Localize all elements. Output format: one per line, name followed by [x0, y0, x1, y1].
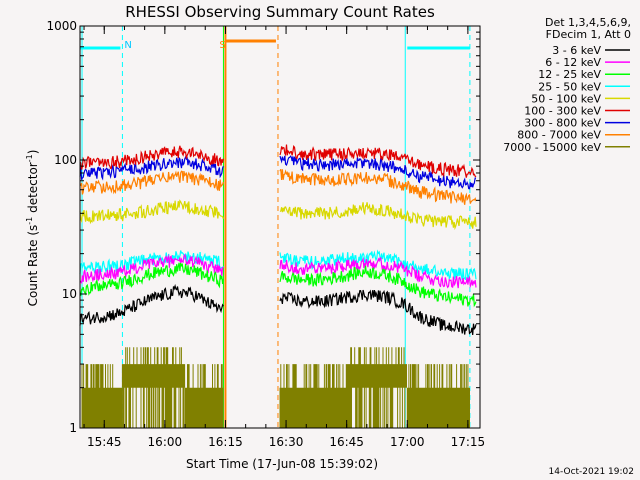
- legend-header-line: FDecim 1, Att 0: [546, 28, 631, 41]
- y-tick-label: 100: [54, 153, 77, 167]
- legend-label: 50 - 100 keV: [531, 92, 601, 105]
- x-axis-label: Start Time (17-Jun-08 15:39:02): [186, 457, 378, 471]
- series-line-3-6keV: [279, 289, 477, 335]
- y-axis-label-part: -1: [25, 217, 34, 225]
- x-tick-label: 17:00: [390, 435, 425, 449]
- series-line-7000-15000keV: [279, 364, 351, 428]
- series-layer: [79, 144, 477, 428]
- flag-annotation-S: S: [219, 40, 225, 51]
- legend-label: 3 - 6 keV: [552, 44, 601, 57]
- x-tick-label: 15:45: [87, 435, 122, 449]
- y-tick-label: 1000: [46, 19, 77, 33]
- legend-label: 100 - 300 keV: [524, 105, 601, 118]
- legend-label: 25 - 50 keV: [538, 80, 601, 93]
- series-line-50-100keV: [79, 199, 224, 225]
- y-axis-label-part: Count Rate (s: [26, 225, 40, 307]
- legend-header-line: Det 1,3,4,5,6,9,: [545, 16, 631, 29]
- flag-annotation-N: N: [124, 40, 131, 51]
- plot-frame: [79, 25, 481, 429]
- series-line-100-300keV: [279, 144, 477, 178]
- series-line-6-12keV: [79, 253, 224, 285]
- x-tick-label: 16:00: [148, 435, 183, 449]
- y-axis-label-part: ): [26, 150, 40, 155]
- series-line-300-800keV: [79, 155, 224, 181]
- series-line-800-7000keV: [279, 168, 477, 205]
- series-line-25-50keV: [79, 250, 224, 275]
- series-line-25-50keV: [279, 249, 477, 281]
- series-line-7000-15000keV: [406, 364, 470, 428]
- series-line-800-7000keV: [79, 170, 224, 195]
- x-tick-label: 16:45: [329, 435, 364, 449]
- x-tick-label: 16:30: [269, 435, 304, 449]
- y-tick-label: 10: [62, 287, 77, 301]
- series-line-7000-15000keV: [350, 347, 407, 428]
- series-line-7000-15000keV: [121, 347, 186, 428]
- series-line-7000-15000keV: [81, 364, 123, 428]
- chart-title: RHESSI Observing Summary Count Rates: [125, 3, 435, 21]
- y-tick-label: 1: [69, 421, 77, 435]
- series-line-50-100keV: [279, 202, 477, 231]
- series-line-6-12keV: [279, 256, 477, 289]
- legend-label: 12 - 25 keV: [538, 68, 601, 81]
- legend-label: 300 - 800 keV: [524, 117, 601, 130]
- legend-label: 7000 - 15000 keV: [503, 141, 601, 154]
- series-line-3-6keV: [79, 283, 224, 326]
- x-tick-label: 16:15: [208, 435, 243, 449]
- y-axis-label-part: -1: [25, 154, 34, 162]
- series-line-300-800keV: [279, 155, 477, 190]
- legend-label: 6 - 12 keV: [545, 56, 601, 69]
- y-axis-label: Count Rate (s-1 detector-1): [25, 150, 40, 307]
- axes-layer: 1 10 100 1000 15:45 16:00 16:15 16:30 16:45 17:00…: [46, 19, 485, 449]
- series-line-100-300keV: [79, 145, 224, 170]
- legend: Det 1,3,4,5,6,9, FDecim 1, Att 0 3 - 6 k…: [503, 16, 631, 154]
- series-line-12-25keV: [279, 265, 477, 308]
- series-line-12-25keV: [79, 262, 224, 297]
- legend-label: 800 - 7000 keV: [517, 129, 601, 142]
- footer-date: 14-Oct-2021 19:02: [549, 467, 634, 477]
- y-axis-label-part: detector: [26, 162, 40, 217]
- x-tick-label: 17:15: [451, 435, 486, 449]
- series-line-7000-15000keV: [184, 364, 224, 428]
